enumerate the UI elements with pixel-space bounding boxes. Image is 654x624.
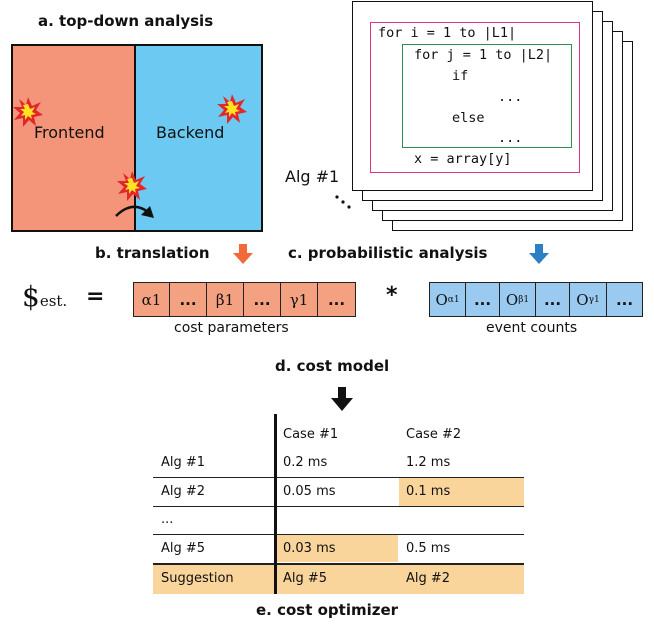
suggestion-label: Suggestion [161, 571, 234, 586]
event-count-cell: ... [465, 282, 500, 317]
topdown-box [11, 44, 263, 232]
curved-arrow-icon [115, 205, 154, 218]
code-line-2: for j = 1 to |L2| [414, 47, 553, 63]
section-c-title: c. probabilistic analysis [288, 244, 488, 262]
frontend-region [13, 46, 136, 230]
suggestion-row-highlight [153, 565, 524, 594]
suggestion-cell: Alg #2 [406, 571, 451, 586]
cost-parameters-caption: cost parameters [174, 320, 289, 336]
continuation-dots-icon [335, 195, 351, 209]
down-arrow-icon [529, 244, 549, 264]
cost-parameter-cell: ... [317, 282, 356, 317]
code-line-5: else [452, 110, 485, 126]
section-a-title: a. top-down analysis [38, 12, 214, 30]
inner-loop-box [402, 44, 572, 148]
estimated-cost-subscript: est. [39, 292, 68, 310]
table-cell: 1.2 ms [406, 455, 451, 470]
event-counts-caption: event counts [486, 320, 578, 336]
event-count-cell: ... [606, 282, 643, 317]
table-header-case-2: Case #2 [406, 427, 462, 442]
section-b-title: b. translation [95, 244, 210, 262]
cost-parameter-cell: α1 [133, 282, 170, 317]
explosion-icon [117, 171, 147, 201]
table-cell: 0.5 ms [406, 541, 451, 556]
equals-sign: = [86, 284, 105, 309]
section-e-title: e. cost optimizer [256, 601, 399, 619]
cost-parameter-cell: ... [169, 282, 207, 317]
estimated-cost-main: $ [22, 280, 40, 313]
table-row-label: ... [161, 512, 174, 527]
cost-parameter-cell: γ1 [280, 282, 318, 317]
down-arrow-icon [331, 387, 353, 411]
table-row-label: Alg #5 [161, 541, 206, 556]
code-line-6: ... [498, 130, 523, 146]
table-cell: 0.1 ms [406, 484, 451, 499]
table-divider [274, 414, 277, 594]
event-count-cell: ... [535, 282, 570, 317]
cost-parameter-cell: β1 [206, 282, 244, 317]
table-row-label: Alg #2 [161, 484, 206, 499]
explosion-icon [217, 94, 247, 124]
backend-label: Backend [156, 123, 225, 142]
table-cell: 0.2 ms [283, 455, 328, 470]
code-line-4: ... [498, 89, 523, 105]
code-line-3: if [452, 68, 469, 84]
suggestion-cell: Alg #5 [283, 571, 328, 586]
highlight-cell [399, 478, 524, 506]
table-row-label: Alg #1 [161, 455, 206, 470]
multiply-sign: * [386, 283, 398, 308]
frontend-label: Frontend [34, 123, 105, 142]
code-line-7: x = array[y] [414, 151, 512, 167]
outer-loop-box [370, 22, 580, 173]
table-cell: 0.05 ms [283, 484, 336, 499]
backend-region [136, 46, 261, 230]
explosion-icon [13, 97, 43, 127]
section-d-title: d. cost model [275, 357, 390, 375]
down-arrow-icon [233, 244, 253, 264]
code-page [352, 1, 593, 191]
cost-parameters-vector: α1 ... β1 ... γ1 ... [133, 282, 356, 317]
code-line-1: for i = 1 to |L1| [378, 25, 517, 41]
table-header-case-1: Case #1 [283, 427, 339, 442]
algorithm-label: Alg #1 [285, 167, 340, 186]
estimated-cost-symbol: $est. [22, 281, 67, 317]
cost-parameter-cell: ... [243, 282, 281, 317]
highlight-cell [276, 535, 398, 562]
table-cell: 0.03 ms [283, 541, 336, 556]
